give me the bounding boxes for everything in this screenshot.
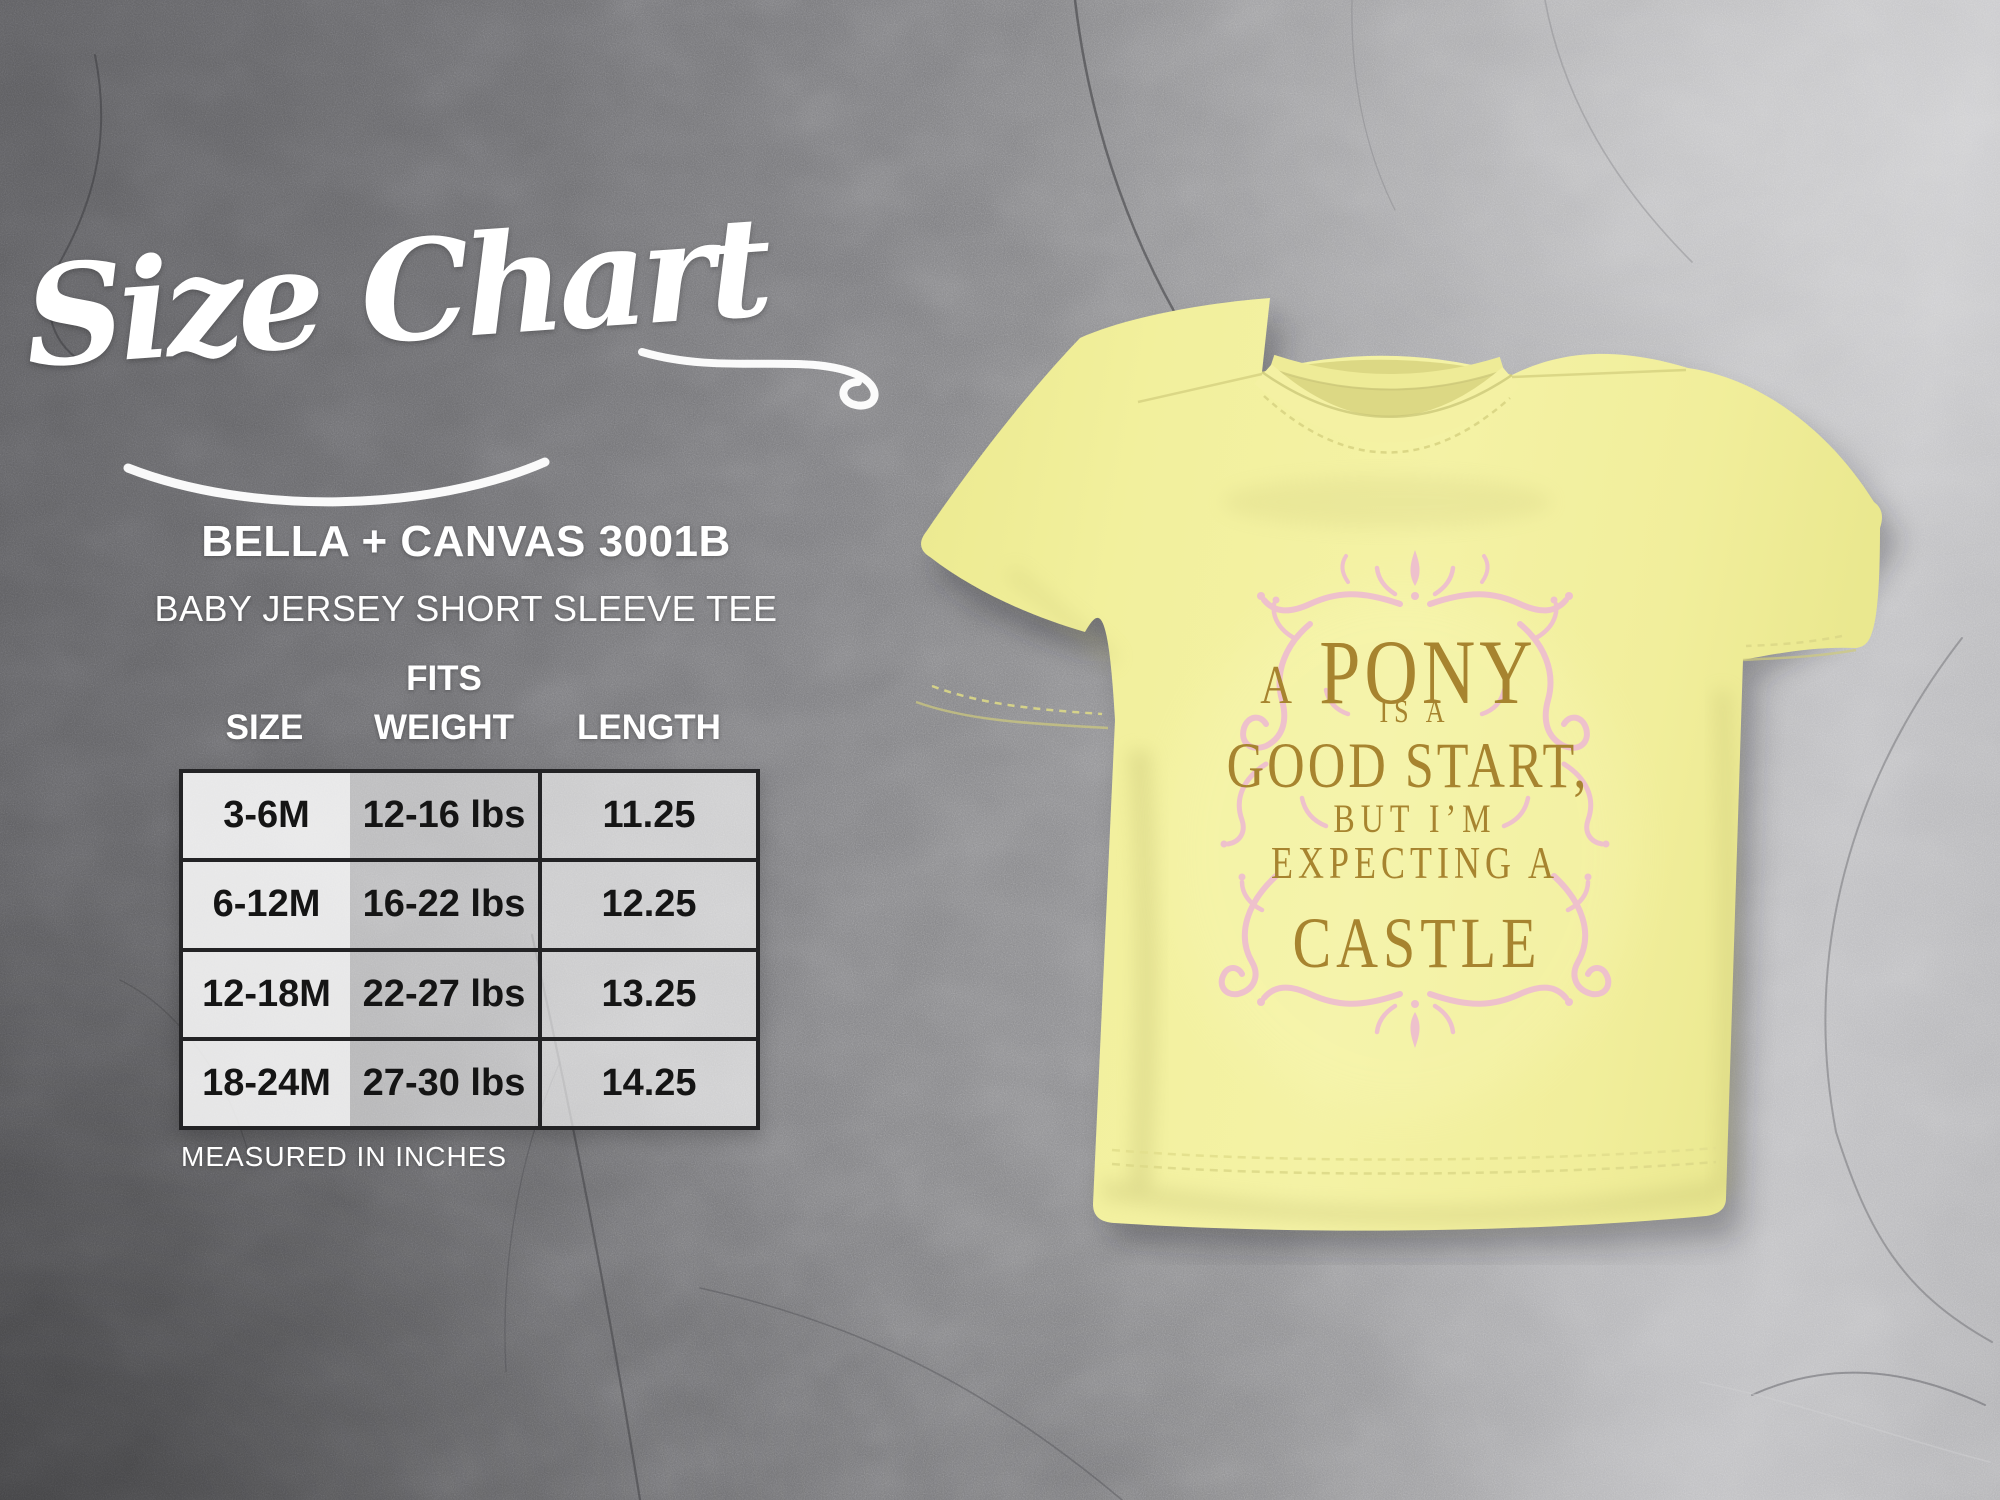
size-chart-script-title: Size Chart [19, 185, 771, 472]
cell-length: 12.25 [538, 862, 756, 948]
measured-in-inches-note: MEASURED IN INCHES [181, 1141, 508, 1172]
tshirt-graphic: A PONY IS A GOOD START, BUT I’M EXPECTIN… [1218, 550, 1610, 1048]
collar [1137, 354, 1687, 454]
cell-length: 11.25 [538, 773, 756, 859]
flourish-goodstart-left [1220, 761, 1269, 848]
column-header-length: LENGTH [577, 708, 721, 747]
design-line-good-start: GOOD START, [1227, 730, 1590, 802]
table-row: 3-6M 12-16 lbs 11.25 [183, 773, 756, 863]
bottom-hem-stitch [1111, 1146, 1717, 1161]
cell-size: 6-12M [183, 862, 350, 948]
design-line-expecting-a: EXPECTING A [1271, 838, 1559, 888]
collar-back-edge [1273, 369, 1501, 391]
cell-weight: 12-16 lbs [350, 773, 538, 859]
table-row: 18-24M 27-30 lbs 14.25 [183, 1040, 756, 1126]
cell-weight: 27-30 lbs [350, 1040, 538, 1126]
flourish-isa-left [1323, 687, 1351, 717]
right-sleeve-stitch [1745, 634, 1843, 648]
right-sleeve-hem-edge [1742, 648, 1857, 662]
design-line-pony: PONY [1319, 621, 1536, 724]
cell-weight: 22-27 lbs [350, 951, 538, 1037]
flourish-butim-left [1299, 795, 1329, 829]
collar-front-edge [1261, 370, 1513, 418]
flourish-lower-left [1218, 873, 1279, 998]
cell-length: 14.25 [538, 1040, 756, 1126]
collar-stitch [1263, 395, 1511, 454]
left-shoulder-seam [1137, 372, 1263, 404]
collar-front-band [1254, 364, 1520, 443]
product-name: BABY JERSEY SHORT SLEEVE TEE [154, 588, 778, 629]
left-sleeve-hem-edge [915, 700, 1109, 730]
size-table: 3-6M 12-16 lbs 11.25 6-12M 16-22 lbs 12.… [179, 769, 760, 1130]
flourish-ornaments [1218, 550, 1610, 1048]
design-text: A PONY IS A GOOD START, BUT I’M EXPECTIN… [1227, 621, 1590, 984]
collar-back-band [1269, 354, 1505, 389]
flourish-isa-right [1479, 687, 1507, 717]
brand-name: BELLA + CANVAS 3001B [201, 517, 731, 566]
table-row: 6-12M 16-22 lbs 12.25 [183, 862, 756, 952]
design-line-a: A [1260, 654, 1294, 715]
column-header-size: SIZE [225, 708, 304, 747]
flourish-upper-left [1240, 596, 1313, 751]
cell-size: 3-6M [183, 773, 350, 859]
flourish-bottom [1257, 984, 1573, 1048]
design-line-is-a: IS A [1380, 694, 1451, 729]
design-line-but-im: BUT I’M [1333, 797, 1496, 841]
right-shoulder-seam [1511, 368, 1687, 379]
cell-size: 12-18M [183, 951, 350, 1037]
tshirt-mockup: A PONY IS A GOOD START, BUT I’M EXPECTIN… [915, 298, 1898, 1249]
bottom-hem-stitch [1111, 1160, 1717, 1175]
cell-size: 18-24M [183, 1040, 350, 1126]
cell-length: 13.25 [538, 951, 756, 1037]
table-row: 12-18M 22-27 lbs 13.25 [183, 951, 756, 1041]
flourish-butim-right [1501, 795, 1531, 829]
column-header-weight: WEIGHT [374, 708, 514, 747]
cell-weight: 16-22 lbs [350, 862, 538, 948]
column-header-fits: FITS [406, 659, 482, 698]
left-sleeve-stitch [931, 684, 1103, 716]
design-line-castle: CASTLE [1292, 903, 1541, 984]
